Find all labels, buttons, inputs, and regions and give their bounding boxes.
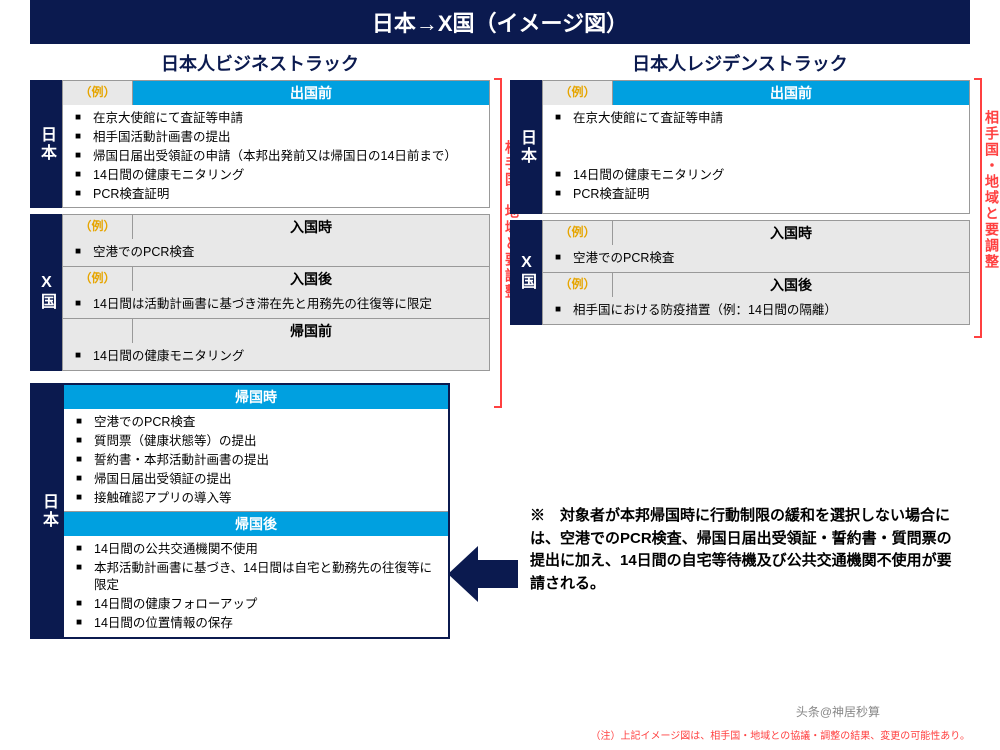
section-head-entry: 入国時 — [133, 215, 489, 239]
list-item: 14日間の健康モニタリング — [573, 166, 961, 185]
list-item: 14日間の健康フォローアップ — [94, 595, 440, 614]
side-note-right: 相手国・地域と要調整 — [982, 110, 1000, 270]
item-list: 空港でのPCR検査 — [63, 239, 489, 266]
list-item: 14日間の位置情報の保存 — [94, 614, 440, 633]
example-tag: （例） — [63, 81, 133, 105]
list-item: 14日間の健康モニタリング — [93, 347, 481, 366]
arrow-icon — [448, 546, 478, 602]
list-item: 接触確認アプリの導入等 — [94, 489, 440, 508]
example-tag — [63, 319, 133, 343]
left-japan-items: 在京大使館にて査証等申請 相手国活動計画書の提出 帰国日届出受領証の申請（本邦出… — [63, 105, 489, 207]
list-item: 帰国日届出受領証の申請（本邦出発前又は帰国日の14日前まで） — [93, 147, 481, 166]
section-head-return: 帰国時 — [64, 385, 448, 409]
bottom-japan-label: 日本 — [32, 385, 64, 637]
right-japan-label: 日本 — [510, 80, 542, 214]
right-x-block: X国 （例） 入国時 空港でのPCR検査 （例） 入国後 相手国における防疫措置… — [510, 220, 970, 325]
section-head-departure: 出国前 — [613, 81, 969, 105]
list-item: 空港でのPCR検査 — [573, 249, 961, 268]
section-head-entry: 入国時 — [613, 221, 969, 245]
item-list: 14日間は活動計画書に基づき滞在先と用務先の往復等に限定 — [63, 291, 489, 318]
after-return-items: 14日間の公共交通機関不使用 本邦活動計画書に基づき、14日間は自宅と勤務先の往… — [64, 536, 448, 636]
left-x-block: X国 （例） 入国時 空港でのPCR検査 （例） 入国後 14日間は活動計画書に… — [30, 214, 490, 371]
item-list: 相手国における防疫措置（例：14日間の隔離） — [543, 297, 969, 324]
example-tag: （例） — [543, 81, 613, 105]
tracks-container: 日本人ビジネストラック 日本 （例） 出国前 在京大使館にて査証等申請 相手国活… — [0, 50, 1000, 377]
right-track: 日本人レジデンストラック 日本 （例） 出国前 在京大使館にて査証等申請 . .… — [510, 50, 970, 377]
section-head-after-return: 帰国後 — [64, 512, 448, 536]
list-item: 14日間は活動計画書に基づき滞在先と用務先の往復等に限定 — [93, 295, 481, 314]
section-head-before-return: 帰国前 — [133, 319, 489, 343]
list-item: PCR検査証明 — [93, 185, 481, 204]
watermark: 头条@神居秒算 — [796, 703, 880, 720]
list-item: 在京大使館にて査証等申請 — [573, 109, 961, 128]
section-head-after-entry: 入国後 — [613, 273, 969, 297]
note-text: ※ 対象者が本邦帰国時に行動制限の緩和を選択しない場合には、空港でのPCR検査、… — [530, 505, 960, 595]
left-track: 日本人ビジネストラック 日本 （例） 出国前 在京大使館にて査証等申請 相手国活… — [30, 50, 490, 377]
list-item: 帰国日届出受領証の提出 — [94, 470, 440, 489]
bracket-icon — [494, 78, 502, 408]
return-items: 空港でのPCR検査 質問票（健康状態等）の提出 誓約書・本邦活動計画書の提出 帰… — [64, 409, 448, 511]
section-head-departure: 出国前 — [133, 81, 489, 105]
list-item: 空港でのPCR検査 — [94, 413, 440, 432]
list-item: 在京大使館にて査証等申請 — [93, 109, 481, 128]
left-japan-block: 日本 （例） 出国前 在京大使館にて査証等申請 相手国活動計画書の提出 帰国日届… — [30, 80, 490, 208]
list-item: 相手国活動計画書の提出 — [93, 128, 481, 147]
list-item: 誓約書・本邦活動計画書の提出 — [94, 451, 440, 470]
example-tag: （例） — [543, 273, 613, 297]
example-tag: （例） — [543, 221, 613, 245]
bracket-icon — [974, 78, 982, 338]
right-japan-block: 日本 （例） 出国前 在京大使館にて査証等申請 . . 14日間の健康モニタリン… — [510, 80, 970, 214]
example-tag: （例） — [63, 267, 133, 291]
left-x-label: X国 — [30, 214, 62, 371]
list-item: 本邦活動計画書に基づき、14日間は自宅と勤務先の往復等に限定 — [94, 559, 440, 595]
page-title: 日本→X国（イメージ図） — [30, 0, 970, 44]
left-track-title: 日本人ビジネストラック — [30, 50, 490, 76]
return-block: 日本 帰国時 空港でのPCR検査 質問票（健康状態等）の提出 誓約書・本邦活動計… — [30, 383, 450, 639]
list-item: 空港でのPCR検査 — [93, 243, 481, 262]
right-track-title: 日本人レジデンストラック — [510, 50, 970, 76]
example-tag: （例） — [63, 215, 133, 239]
right-japan-items: 在京大使館にて査証等申請 . . 14日間の健康モニタリング PCR検査証明 — [543, 105, 969, 213]
footer-note: （注）上記イメージ図は、相手国・地域との協議・調整の結果、変更の可能性あり。 — [591, 727, 971, 742]
list-item: 相手国における防疫措置（例：14日間の隔離） — [573, 301, 961, 320]
left-japan-label: 日本 — [30, 80, 62, 208]
list-item: 質問票（健康状態等）の提出 — [94, 432, 440, 451]
right-x-label: X国 — [510, 220, 542, 325]
item-list: 空港でのPCR検査 — [543, 245, 969, 272]
list-item: 14日間の健康モニタリング — [93, 166, 481, 185]
item-list: 14日間の健康モニタリング — [63, 343, 489, 370]
section-head-after-entry: 入国後 — [133, 267, 489, 291]
arrow-icon — [478, 560, 518, 588]
list-item: PCR検査証明 — [573, 185, 961, 204]
list-item: 14日間の公共交通機関不使用 — [94, 540, 440, 559]
